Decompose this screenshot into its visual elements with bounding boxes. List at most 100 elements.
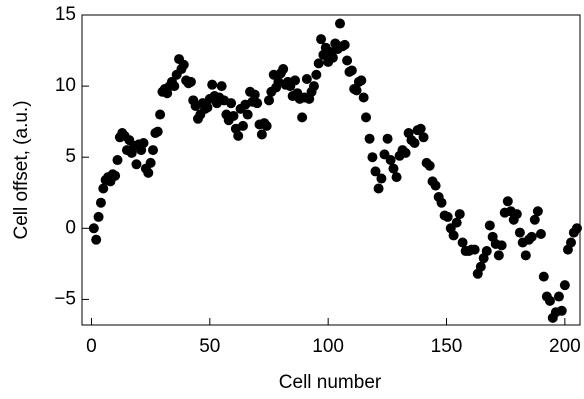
y-axis-label: Cell offset, (a.u.) (11, 100, 32, 239)
data-point (442, 211, 453, 222)
data-point (481, 246, 492, 257)
data-point (316, 34, 327, 45)
data-point (388, 163, 399, 174)
data-point (237, 120, 248, 131)
data-point (155, 109, 166, 120)
data-point (382, 133, 393, 144)
data-point (131, 159, 142, 170)
data-point (361, 112, 372, 123)
x-tick-label: 0 (86, 336, 97, 357)
data-point (148, 145, 159, 156)
data-point (520, 250, 531, 261)
data-point (290, 75, 301, 86)
data-point (451, 217, 462, 228)
plot-frame (81, 14, 581, 326)
data-point (138, 137, 149, 148)
data-point (559, 280, 570, 291)
data-point (256, 129, 267, 140)
data-point (566, 237, 577, 248)
data-point (526, 231, 537, 242)
data-point (484, 220, 495, 231)
x-tick-label: 200 (549, 336, 581, 357)
data-point (185, 76, 196, 87)
data-point (538, 271, 549, 282)
data-point (88, 223, 99, 234)
data-point (313, 58, 324, 69)
data-point (391, 172, 402, 183)
data-point (418, 132, 429, 143)
data-point (571, 223, 582, 234)
x-tick-label: 50 (199, 336, 220, 357)
data-point (415, 123, 426, 134)
data-point (448, 230, 459, 241)
y-tick-label: 10 (55, 75, 76, 96)
data-point (367, 152, 378, 163)
data-point (152, 126, 163, 137)
data-point (409, 137, 420, 148)
data-point (553, 291, 564, 302)
data-point (95, 197, 106, 208)
data-point (469, 244, 480, 255)
y-tick-label: 0 (65, 217, 76, 238)
data-point (98, 183, 109, 194)
data-point (263, 95, 274, 106)
data-point (110, 170, 121, 181)
data-point (226, 98, 237, 109)
data-point (430, 180, 441, 191)
data-point (145, 157, 156, 168)
data-point (249, 89, 260, 100)
data-point (556, 305, 567, 316)
data-point (143, 167, 154, 178)
data-point (370, 166, 381, 177)
data-point (385, 155, 396, 166)
data-point (308, 81, 319, 92)
data-point (493, 250, 504, 261)
x-tick-label: 100 (312, 336, 344, 357)
data-point (207, 79, 218, 90)
data-point (351, 85, 362, 96)
data-point (301, 73, 312, 84)
y-tick-label: 15 (55, 4, 76, 25)
data-point (242, 109, 253, 120)
data-point (202, 102, 213, 113)
data-point (233, 130, 244, 141)
data-point (535, 228, 546, 239)
data-point (358, 92, 369, 103)
data-point (424, 160, 435, 171)
x-axis-label: Cell number (279, 372, 382, 393)
data-point (356, 75, 367, 86)
data-point (457, 237, 468, 248)
data-point (373, 183, 384, 194)
data-point (511, 209, 522, 220)
data-point (93, 211, 104, 222)
data-point (529, 214, 540, 225)
y-tick-label: 5 (65, 146, 76, 167)
data-point (216, 81, 227, 92)
data-point (297, 112, 308, 123)
data-point (436, 197, 447, 208)
data-point (327, 52, 338, 63)
data-point (532, 206, 543, 217)
data-point (112, 155, 123, 166)
data-point (454, 209, 465, 220)
data-point (400, 147, 411, 158)
data-point (261, 120, 272, 131)
data-point (252, 98, 263, 109)
data-point (502, 196, 513, 207)
data-point (364, 133, 375, 144)
data-point (514, 227, 525, 238)
data-point (228, 110, 239, 121)
data-point (475, 261, 486, 272)
data-point (169, 81, 180, 92)
data-point (339, 39, 350, 50)
data-point (346, 65, 357, 76)
data-point (178, 59, 189, 70)
data-point (334, 18, 345, 29)
data-point (496, 240, 507, 251)
x-tick-label: 150 (431, 336, 463, 357)
data-point (544, 295, 555, 306)
data-point (311, 69, 322, 80)
data-point (342, 55, 353, 66)
data-point (376, 173, 387, 184)
